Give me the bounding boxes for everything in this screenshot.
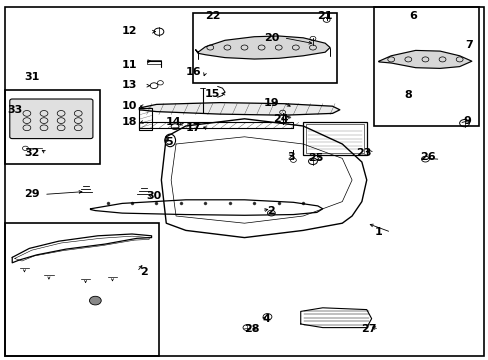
Text: 2: 2 — [267, 206, 275, 216]
Text: 31: 31 — [24, 72, 40, 82]
Text: 3: 3 — [286, 152, 294, 162]
Text: 14: 14 — [165, 117, 181, 127]
Text: 13: 13 — [122, 80, 137, 90]
Text: 15: 15 — [204, 89, 220, 99]
Text: 4: 4 — [262, 314, 270, 324]
Text: 26: 26 — [419, 152, 435, 162]
FancyBboxPatch shape — [10, 99, 93, 139]
Text: 12: 12 — [122, 26, 137, 36]
Text: 21: 21 — [317, 11, 332, 21]
Text: 8: 8 — [404, 90, 411, 100]
Text: 22: 22 — [204, 11, 220, 21]
Bar — [146, 60, 161, 64]
Text: 6: 6 — [408, 11, 416, 21]
Text: 19: 19 — [263, 98, 279, 108]
Text: 24: 24 — [273, 114, 288, 124]
Polygon shape — [378, 50, 471, 68]
Circle shape — [89, 296, 101, 305]
Text: 27: 27 — [361, 324, 376, 334]
Text: 5: 5 — [164, 137, 172, 147]
Bar — [5, 223, 159, 356]
Text: 18: 18 — [122, 117, 137, 127]
Bar — [193, 13, 337, 83]
Text: 2: 2 — [140, 267, 148, 277]
Text: 17: 17 — [185, 123, 201, 133]
Text: 7: 7 — [465, 40, 472, 50]
Polygon shape — [139, 103, 339, 115]
Text: 28: 28 — [244, 324, 259, 334]
Bar — [373, 7, 478, 126]
Text: 9: 9 — [462, 116, 470, 126]
Text: 10: 10 — [122, 101, 137, 111]
Polygon shape — [195, 36, 329, 59]
Text: 20: 20 — [263, 33, 279, 43]
Text: 33: 33 — [7, 105, 22, 115]
Bar — [303, 122, 366, 155]
Text: 11: 11 — [122, 60, 137, 70]
Text: 30: 30 — [146, 191, 162, 201]
Bar — [305, 124, 364, 153]
Text: 23: 23 — [356, 148, 371, 158]
Bar — [5, 90, 100, 164]
Text: 32: 32 — [24, 148, 40, 158]
Text: 16: 16 — [185, 67, 201, 77]
Text: 25: 25 — [307, 153, 323, 163]
Text: 29: 29 — [24, 189, 40, 199]
Text: 1: 1 — [374, 227, 382, 237]
